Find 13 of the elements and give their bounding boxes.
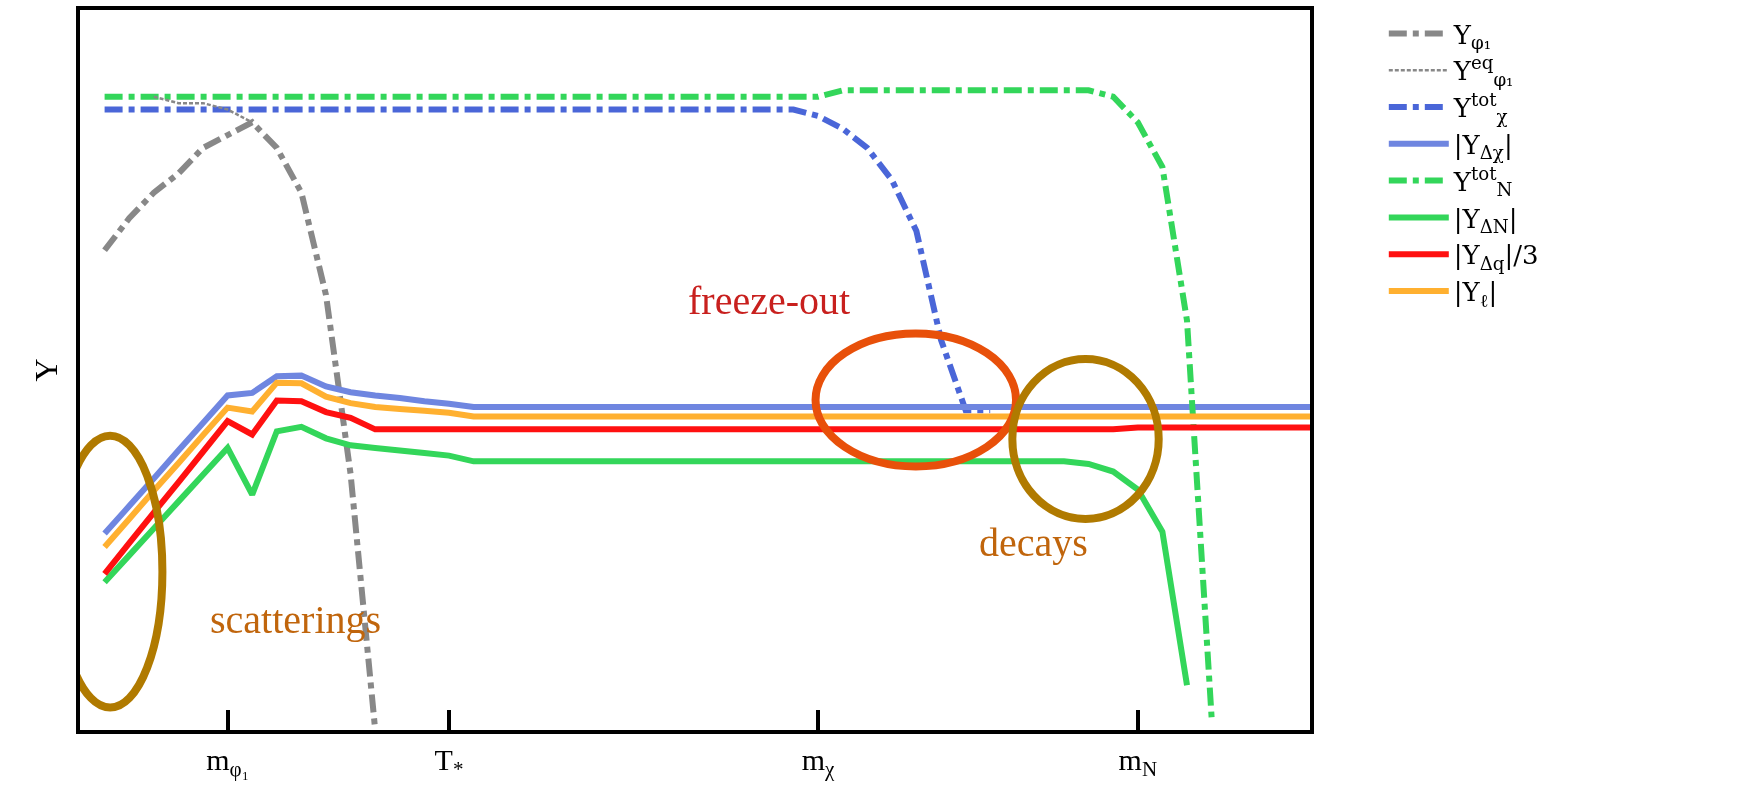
y-axis-title: Y <box>27 358 64 382</box>
annotation: freeze-out <box>688 278 851 323</box>
x-tick-label: T$_{*}$ <box>434 743 464 782</box>
x-tick-label: m$_{N}$ <box>1118 743 1158 782</box>
x-tick-label: m$_{χ}$ <box>801 743 836 782</box>
annotation: decays <box>979 520 1088 565</box>
annotation: scatterings <box>210 597 382 642</box>
legend-label: |Y$_{Δq}$|/3 <box>1453 240 1539 274</box>
legend-label: Y$_{φ₁}$ <box>1452 19 1491 53</box>
legend-label: |Y$_{ΔN}$| <box>1453 203 1518 237</box>
legend-label: |Y$_{Δχ}$| <box>1453 129 1513 164</box>
legend-label: |Y$_{ℓ}$| <box>1453 277 1498 311</box>
x-tick-label: m$_{φ₁}$ <box>206 743 249 782</box>
